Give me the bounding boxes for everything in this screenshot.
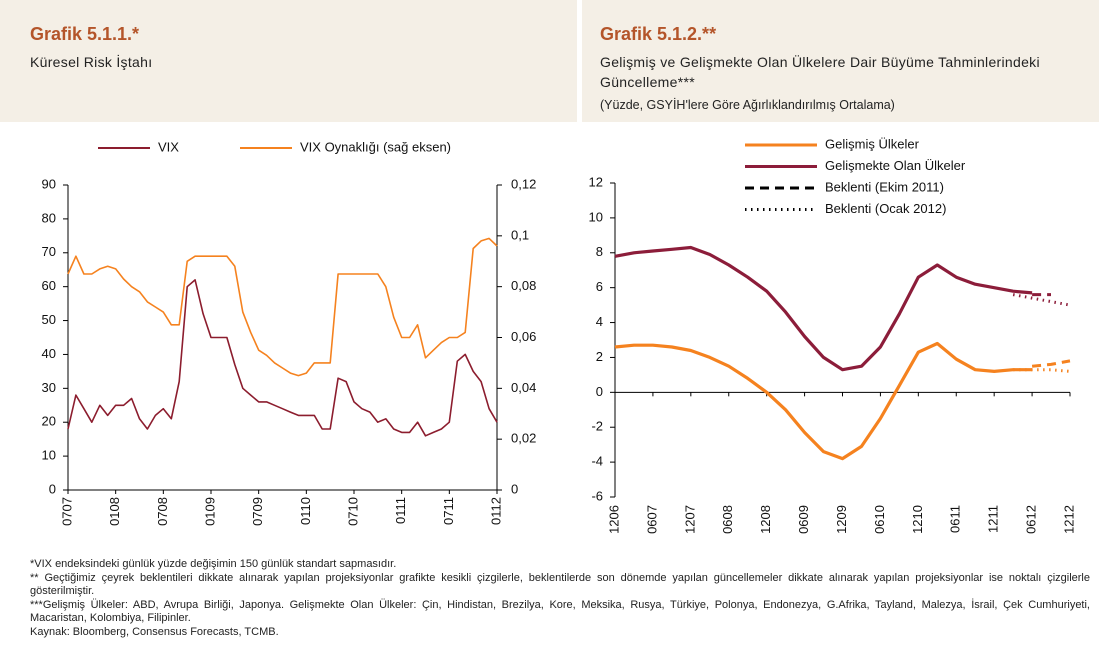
y2-tick-label: 0,06 <box>511 329 536 344</box>
x-tick-label: 0612 <box>1024 505 1039 534</box>
header-panel <box>582 0 1099 122</box>
legend-label: VIX <box>158 139 179 154</box>
x-tick-label: 0112 <box>488 497 503 525</box>
y-tick-label: -6 <box>591 488 603 503</box>
y-tick-label: 70 <box>42 244 56 259</box>
x-tick-label: 0708 <box>155 497 170 526</box>
y-tick-label: 4 <box>596 314 603 329</box>
legend-label: Gelişmiş Ülkeler <box>825 136 920 151</box>
note: *VIX endeksindeki günlük yüzde değişimin… <box>30 558 397 570</box>
chart-subtitle: Küresel Risk İştahı <box>30 54 153 70</box>
note: Kaynak: Bloomberg, Consensus Forecasts, … <box>30 625 279 638</box>
y-tick-label: 10 <box>42 448 56 463</box>
x-tick-label: 0707 <box>59 497 74 526</box>
legend-label: VIX Oynaklığı (sağ eksen) <box>300 139 451 154</box>
x-tick-label: 0611 <box>948 505 963 533</box>
y-tick-label: -4 <box>591 454 603 469</box>
x-tick-label: 1206 <box>606 505 621 534</box>
y2-tick-label: 0 <box>511 481 518 496</box>
forecast-line <box>1012 293 1071 307</box>
x-tick-label: 0709 <box>250 497 265 526</box>
chart-title: Grafik 5.1.2.** <box>600 24 717 44</box>
x-tick-label: 1212 <box>1061 505 1076 534</box>
y-tick-label: 0 <box>596 384 603 399</box>
y2-tick-label: 0,02 <box>511 431 536 446</box>
x-tick-label: 0108 <box>107 497 122 526</box>
x-tick-label: 0609 <box>796 505 811 534</box>
series-line <box>614 245 1033 372</box>
y-tick-label: 12 <box>589 174 603 189</box>
legend-label: Beklenti (Ocak 2012) <box>825 201 946 216</box>
y-tick-label: -2 <box>591 419 603 434</box>
series-line <box>67 237 498 377</box>
charts: 010203040506070809000,020,040,060,080,10… <box>42 136 1077 534</box>
y-tick-label: 10 <box>589 209 603 224</box>
y-tick-label: 40 <box>42 346 56 361</box>
y-tick-label: 30 <box>42 380 56 395</box>
x-tick-label: 0711 <box>441 497 456 525</box>
legend-label: Beklenti (Ekim 2011) <box>825 179 944 194</box>
x-tick-label: 1209 <box>834 505 849 534</box>
series-line <box>614 341 1033 461</box>
x-tick-label: 1207 <box>682 505 697 534</box>
note: ** Geçtiğimiz çeyrek beklentileri dikkat… <box>30 571 1090 598</box>
y-tick-label: 2 <box>596 349 603 364</box>
y2-tick-label: 0,12 <box>511 176 536 191</box>
header-panel <box>0 0 577 122</box>
y-tick-label: 90 <box>42 176 56 191</box>
note: ***Gelişmiş Ülkeler: ABD, Avrupa Birliği… <box>30 598 1090 625</box>
y-tick-label: 0 <box>49 481 56 496</box>
x-tick-label: 0111 <box>393 497 408 524</box>
x-tick-label: 0109 <box>202 497 217 526</box>
x-tick-label: 0110 <box>298 497 313 525</box>
y-tick-label: 50 <box>42 312 56 327</box>
y-tick-label: 20 <box>42 414 56 429</box>
x-tick-label: 1211 <box>986 505 1001 533</box>
y2-tick-label: 0,1 <box>511 227 529 242</box>
notes: *VIX endeksindeki günlük yüzde değişimin… <box>30 558 1090 639</box>
y-tick-label: 8 <box>596 244 603 259</box>
x-tick-label: 0607 <box>644 505 659 534</box>
y2-tick-label: 0,04 <box>511 380 536 395</box>
x-tick-label: 1208 <box>758 505 773 534</box>
chart-title: Grafik 5.1.1.* <box>30 24 140 44</box>
y-tick-label: 6 <box>596 279 603 294</box>
y-tick-label: 80 <box>42 210 56 225</box>
x-tick-label: 0710 <box>345 497 360 526</box>
chart-subtitle: Gelişmiş ve Gelişmekte Olan Ülkelere Dai… <box>600 54 1040 90</box>
x-tick-label: 0610 <box>872 505 887 534</box>
series-line <box>67 279 498 437</box>
y-tick-label: 60 <box>42 278 56 293</box>
legend-label: Gelişmekte Olan Ülkeler <box>825 158 966 173</box>
forecast-line <box>1031 359 1071 368</box>
x-tick-label: 1210 <box>910 505 925 534</box>
x-tick-label: 0608 <box>720 505 735 534</box>
y2-tick-label: 0,08 <box>511 278 536 293</box>
chart-unit: (Yüzde, GSYİH'lere Göre Ağırlıklandırılm… <box>600 98 895 112</box>
